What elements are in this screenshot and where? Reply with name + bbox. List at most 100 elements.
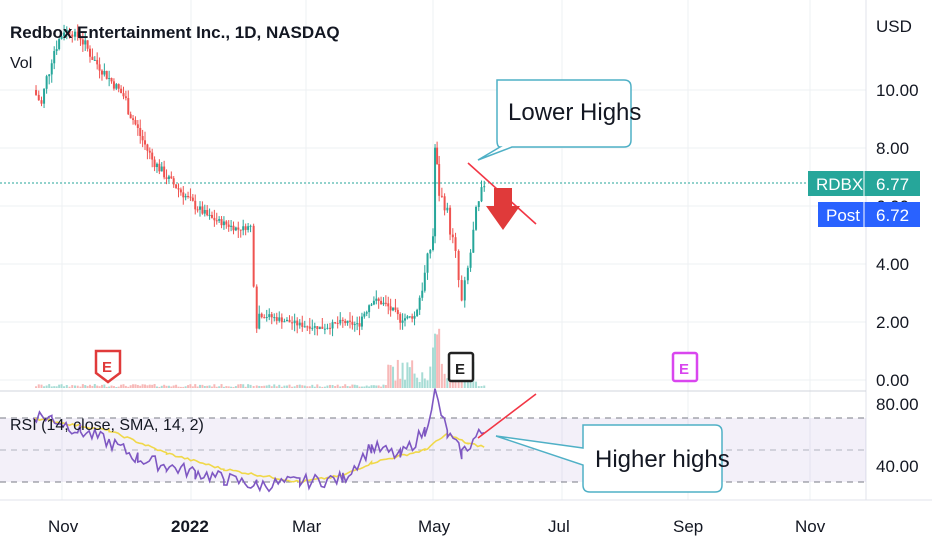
candle-body (247, 226, 250, 230)
volume-bar (346, 386, 349, 388)
volume-bar (394, 380, 397, 388)
rsi-pane: RSI (14, close, SMA, 14, 2) 80.00 40.00 (0, 388, 919, 493)
candle-body (451, 234, 454, 238)
volume-bar (189, 384, 192, 388)
volume-bar (206, 385, 209, 388)
volume-bar (71, 385, 74, 388)
volume-bar (416, 377, 419, 388)
volume-bar (201, 384, 204, 388)
candle-body (127, 98, 130, 115)
volume-bar (288, 384, 291, 388)
volume-bar (389, 365, 392, 388)
candle-body (483, 186, 486, 188)
volume-bar (316, 384, 319, 388)
earnings-marker-2[interactable]: E (447, 351, 475, 383)
post-price-value: 6.72 (876, 206, 909, 225)
volume-bar (177, 386, 180, 388)
volume-bar (43, 386, 46, 388)
candle-body (457, 250, 460, 281)
candle-body (434, 147, 437, 237)
candle-body (189, 196, 192, 198)
candle-body (48, 74, 51, 77)
volume-bar (50, 386, 53, 388)
rsi-line (32, 388, 485, 493)
candle-body (84, 40, 87, 45)
volume-bar (105, 386, 108, 388)
candle-body (377, 298, 380, 301)
volume-bar (413, 373, 416, 388)
candle-body (306, 326, 309, 328)
candle-body (230, 225, 233, 227)
volume-bar (418, 381, 421, 388)
volume-bar (227, 386, 230, 388)
volume-bar (318, 386, 321, 388)
volume-bar (184, 386, 187, 388)
volume-bar (218, 386, 221, 388)
volume-bar (285, 385, 288, 388)
lower-highs-text: Lower Highs (508, 99, 641, 126)
candle-body (372, 300, 375, 305)
volume-bar (153, 384, 156, 388)
candle-body (308, 326, 311, 329)
candle-body (196, 209, 199, 211)
volume-bar (301, 385, 304, 388)
volume-bar (134, 384, 137, 388)
candle-body (203, 209, 206, 214)
volume-bar (336, 384, 339, 388)
volume-bar (232, 386, 235, 388)
candle-body (341, 319, 344, 321)
candle-body (408, 316, 411, 318)
candle-body (120, 88, 123, 94)
volume-bar (341, 385, 344, 388)
candle-body (288, 319, 291, 323)
last-price-badge: RDBX 6.77 (808, 171, 920, 196)
volume-bar (429, 366, 432, 388)
volume-bar (172, 385, 175, 388)
volume-bar (255, 385, 258, 388)
candle-body (303, 326, 306, 328)
candle-body (370, 304, 373, 306)
volume-bar (372, 385, 375, 388)
volume-bar (81, 384, 84, 388)
candle-body (363, 313, 366, 317)
volume-bar (124, 385, 127, 388)
candle-body (213, 217, 216, 221)
candle-body (43, 88, 46, 104)
volume-bar (132, 384, 135, 388)
volume-bar (275, 386, 278, 388)
volume-bar (358, 386, 361, 388)
volume-bar (110, 385, 113, 388)
volume-bar (426, 380, 429, 388)
volume-bar (242, 384, 245, 388)
volume-label: Vol (10, 55, 32, 72)
candle-body (98, 64, 101, 71)
candle-body (280, 317, 283, 323)
candle-body (153, 159, 156, 168)
volume-bar (53, 386, 56, 388)
earnings-marker-1[interactable]: E (94, 349, 122, 384)
candle-body (208, 214, 211, 216)
earnings-marker-3[interactable]: E (671, 351, 699, 383)
candle-body (206, 209, 209, 216)
volume-bar (377, 385, 380, 388)
candle-body (218, 219, 221, 221)
rsi-tick: 40.00 (876, 457, 919, 476)
volume-bar (483, 385, 486, 388)
candle-body (215, 220, 218, 222)
volume-bar (45, 385, 48, 388)
volume-bar (421, 372, 424, 388)
volume-bar (280, 386, 283, 388)
volume-bar (141, 384, 144, 388)
volume-bar (396, 359, 399, 388)
volume-bar (401, 362, 404, 388)
price-tick: 10.00 (876, 81, 919, 100)
candle-body (163, 166, 166, 178)
candle-body (242, 226, 245, 231)
candle-body (301, 322, 304, 327)
candle-body (53, 51, 56, 64)
rsi-sma-line (33, 417, 485, 484)
volume-bar (353, 384, 356, 388)
volume-bar (237, 384, 240, 388)
volume-bar (234, 386, 237, 388)
volume-bar (84, 385, 87, 388)
